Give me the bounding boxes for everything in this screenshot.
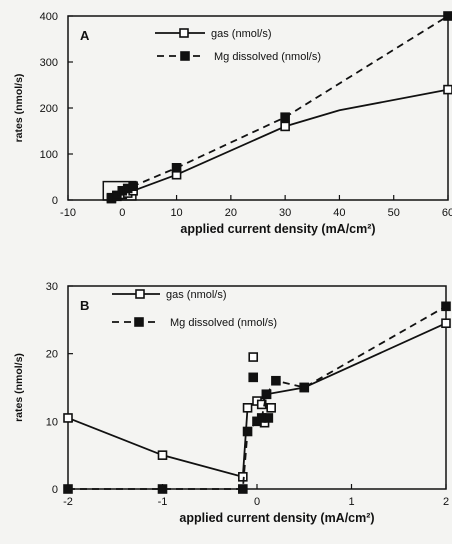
legend-marker (134, 317, 144, 327)
gas-point (63, 413, 73, 423)
series-line-mg-dissolved (110, 15, 449, 200)
legend-marker (180, 51, 190, 61)
y-tick-label: 200 (40, 103, 58, 115)
mg-dissolved-point (299, 382, 310, 393)
x-tick-label: 1 (348, 496, 354, 508)
x-tick-label: -10 (60, 207, 76, 219)
gas-point (256, 399, 267, 410)
x-tick-label: 40 (333, 207, 345, 219)
x-tick-label: 10 (170, 207, 182, 219)
x-tick-label: 20 (225, 207, 237, 219)
legend-marker (135, 289, 145, 299)
mg-dissolved-point (261, 389, 272, 400)
y-tick-label: 0 (52, 484, 58, 496)
y-tick-label: 100 (40, 149, 58, 161)
y-tick-label: 10 (46, 416, 58, 428)
gas-point (280, 121, 290, 132)
x-tick-label: -1 (158, 496, 168, 508)
legend-marker (179, 28, 189, 38)
gas-point (248, 352, 259, 362)
x-tick-label: 0 (254, 496, 260, 508)
x-axis-label: applied current density (mA/cm²) (180, 222, 375, 236)
mg-dissolved-point (128, 181, 138, 191)
x-tick-label: 60 (442, 207, 452, 219)
panel-label: A (80, 28, 90, 43)
x-tick-label: 30 (279, 207, 291, 219)
mg-dissolved-point (242, 426, 253, 437)
gas-point (157, 450, 168, 460)
mg-dissolved-point (263, 413, 274, 423)
x-axis-label: applied current density (mA/cm²) (179, 511, 374, 525)
mg-dissolved-point (171, 163, 182, 173)
series-line-gas (111, 88, 449, 199)
legend-label: Mg dissolved (nmol/s) (170, 317, 277, 329)
panel-b (63, 285, 451, 494)
y-axis-label: rates (nmol/s) (13, 74, 25, 143)
mg-dissolved-point (238, 484, 248, 494)
legend-label: gas (nmol/s) (211, 28, 272, 40)
mg-dissolved-point (271, 375, 281, 386)
legend-label: Mg dissolved (nmol/s) (214, 51, 321, 63)
gas-point (441, 318, 451, 329)
y-tick-label: 400 (40, 11, 58, 23)
y-tick-label: 30 (46, 281, 58, 293)
plot-frame (67, 15, 449, 201)
legend-label: gas (nmol/s) (166, 289, 227, 301)
mg-dissolved-point (280, 112, 290, 122)
x-tick-label: 0 (119, 207, 125, 219)
x-tick-label: 50 (388, 207, 400, 219)
y-tick-label: 20 (46, 349, 58, 361)
panel-a (67, 11, 452, 204)
y-tick-label: 300 (40, 57, 58, 69)
x-tick-label: -2 (63, 496, 73, 508)
gas-point (266, 402, 276, 413)
mg-dissolved-point (441, 301, 451, 312)
gas-point (443, 84, 452, 95)
panel-label: B (80, 298, 89, 313)
mg-dissolved-point (157, 484, 168, 494)
mg-dissolved-point (63, 484, 73, 494)
x-tick-label: 2 (443, 496, 449, 508)
gas-point (242, 402, 253, 413)
series-line-mg-dissolved (68, 305, 447, 490)
y-axis-label: rates (nmol/s) (13, 353, 25, 422)
y-tick-label: 0 (52, 195, 58, 207)
mg-dissolved-point (248, 372, 259, 383)
mg-dissolved-point (443, 11, 452, 21)
